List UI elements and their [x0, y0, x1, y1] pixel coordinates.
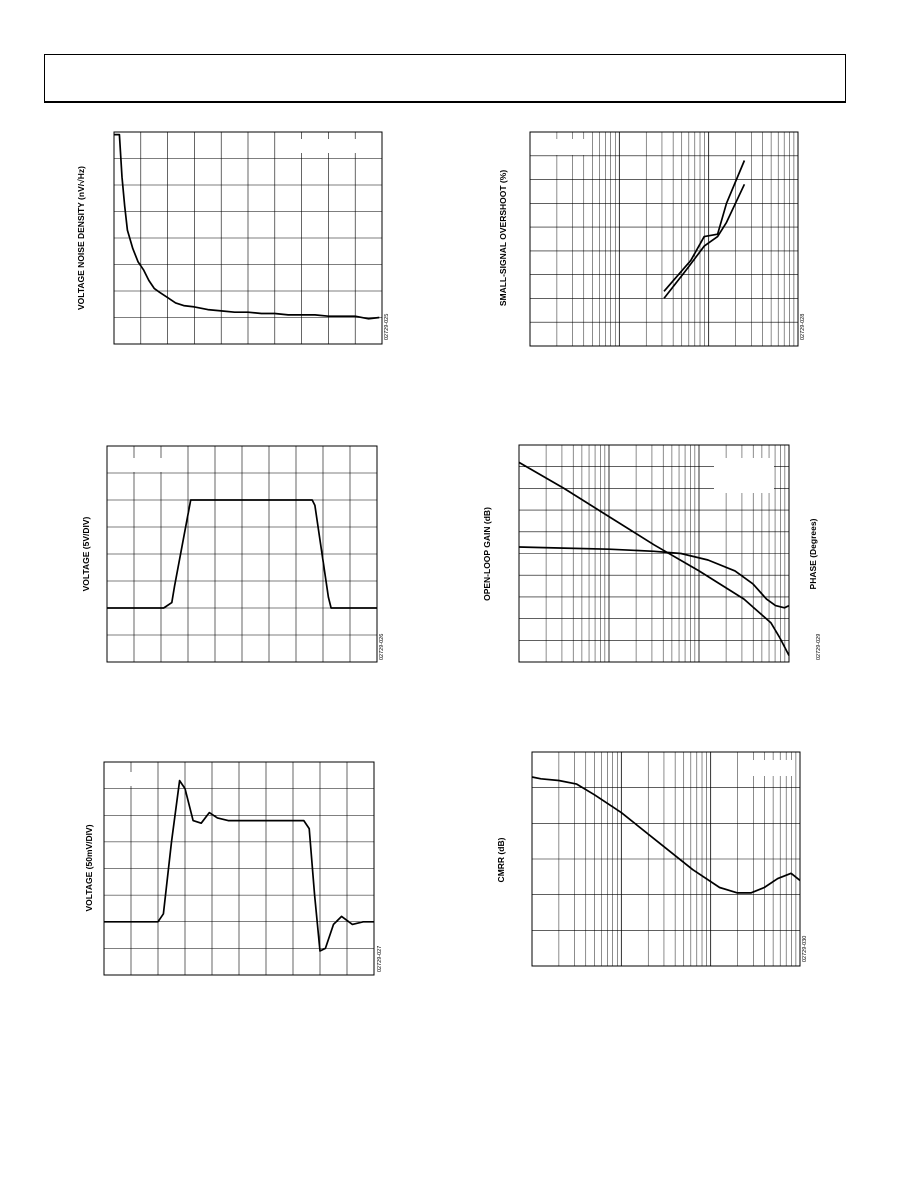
olg-y2-axis-label: PHASE (Degrees) — [808, 518, 818, 589]
large-pulse-grid — [107, 446, 377, 662]
olg-y-axis-label: OPEN-LOOP GAIN (dB) — [482, 507, 492, 601]
olg-legend-box — [714, 458, 774, 493]
large-pulse-figure-code: 02729-026 — [379, 634, 385, 660]
olg-figure-code: 02729-029 — [816, 634, 822, 660]
cmrr-legend-box — [740, 760, 794, 776]
cmrr-chart: CMRR (dB) 02729-030 — [496, 751, 808, 967]
overshoot-series-2-line — [663, 183, 746, 299]
noise-legend-box — [300, 139, 356, 153]
noise-series-1-line — [114, 133, 380, 320]
small-signal-pulse-chart: VOLTAGE (50mV/DIV) 02729-027 — [84, 761, 383, 976]
voltage-noise-density-chart: VOLTAGE NOISE DENSITY (nV/√Hz) 02729-025 — [76, 131, 390, 345]
overshoot-legend-box — [538, 139, 590, 155]
overshoot-series-1-line — [663, 160, 746, 292]
olg-series-2-line — [518, 546, 790, 609]
small-pulse-series-1-line — [104, 779, 374, 952]
noise-grid — [114, 132, 382, 344]
olg-series-1-line — [518, 461, 790, 656]
cmrr-figure-code: 02729-030 — [802, 936, 808, 962]
small-pulse-figure-code: 02729-027 — [377, 946, 383, 972]
overshoot-figure-code: 02729-028 — [800, 314, 806, 340]
small-pulse-grid — [104, 762, 374, 975]
large-signal-pulse-chart: VOLTAGE (5V/DIV) 02729-026 — [81, 445, 385, 663]
small-signal-overshoot-chart: SMALL-SIGNAL OVERSHOOT (%) 02729-028 — [498, 131, 806, 347]
noise-y-axis-label: VOLTAGE NOISE DENSITY (nV/√Hz) — [76, 166, 86, 310]
overshoot-y-axis-label: SMALL-SIGNAL OVERSHOOT (%) — [498, 170, 508, 306]
large-pulse-legend-box — [116, 458, 166, 472]
small-pulse-y-axis-label: VOLTAGE (50mV/DIV) — [84, 824, 94, 911]
noise-figure-code: 02729-025 — [384, 314, 390, 340]
cmrr-grid — [532, 752, 800, 966]
cmrr-y-axis-label: CMRR (dB) — [496, 837, 506, 882]
small-pulse-legend-box — [114, 772, 152, 786]
cmrr-series-1-line — [531, 776, 801, 894]
large-pulse-series-1-line — [107, 499, 377, 609]
open-loop-gain-phase-chart: OPEN-LOOP GAIN (dB) PHASE (Degrees) 02729-… — [482, 444, 822, 663]
overshoot-grid — [530, 132, 798, 346]
overshoot-frame — [529, 131, 799, 347]
large-pulse-y-axis-label: VOLTAGE (5V/DIV) — [81, 516, 91, 591]
page-header — [44, 54, 846, 103]
